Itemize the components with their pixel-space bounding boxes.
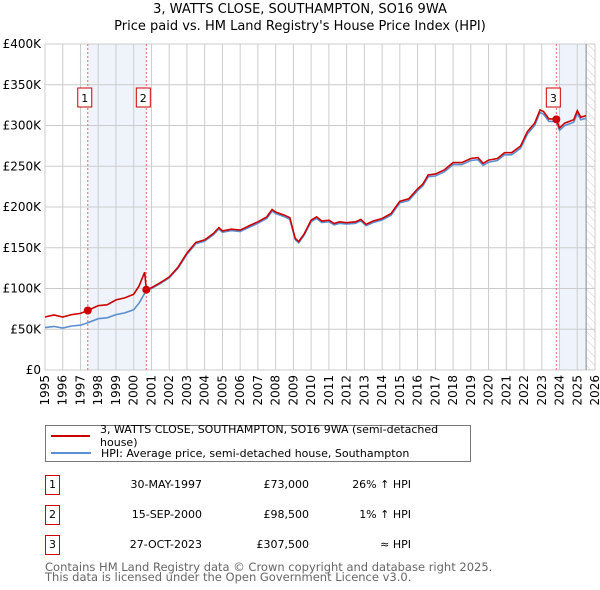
x-tick-label: 2021 <box>499 375 513 406</box>
sale-number: 2 <box>45 505 60 525</box>
x-tick-label: 1999 <box>109 375 123 406</box>
x-tick-label: 2016 <box>411 375 425 406</box>
x-tick-label: 2024 <box>553 375 567 406</box>
y-tick-label: £0 <box>26 363 41 377</box>
legend-line-red <box>51 435 91 437</box>
x-tick-label: 2009 <box>286 375 300 406</box>
legend-item-hpi: HPI: Average price, semi-detached house,… <box>51 445 409 461</box>
x-tick-label: 1998 <box>91 375 105 406</box>
sale-hpi: ≈ HPI <box>380 538 411 551</box>
y-tick-label: £350K <box>3 78 43 92</box>
sale-price: £98,500 <box>263 508 310 521</box>
x-tick-label: 2007 <box>251 375 265 406</box>
footer-licence: This data is licensed under the Open Gov… <box>45 570 412 584</box>
y-tick-label: £400K <box>3 37 43 51</box>
sale-label-box <box>135 87 151 108</box>
x-tick-label: 2005 <box>215 375 229 406</box>
x-tick-label: 2003 <box>180 375 194 406</box>
sale-row: 2 15-SEP-2000 £98,500 1% ↑ HPI <box>45 505 445 525</box>
sale-row: 1 30-MAY-1997 £73,000 26% ↑ HPI <box>45 475 445 495</box>
x-tick-label: 2004 <box>198 375 212 406</box>
y-tick-label: £50K <box>10 322 42 336</box>
legend-label: HPI: Average price, semi-detached house,… <box>101 446 410 460</box>
sale-point <box>83 306 92 315</box>
x-tick-label: 2001 <box>144 375 158 406</box>
legend: 3, WATTS CLOSE, SOUTHAMPTON, SO16 9WA (s… <box>45 423 471 462</box>
chart-subtitle: Price paid vs. HM Land Registry's House … <box>114 19 486 34</box>
y-tick-label: £100K <box>3 282 43 296</box>
sale-date: 30-MAY-1997 <box>130 478 202 491</box>
x-tick-label: 2020 <box>482 375 496 406</box>
x-tick-label: 2026 <box>588 375 600 406</box>
sale-label-box <box>545 87 561 108</box>
sale-number: 1 <box>45 475 60 495</box>
y-tick-label: £200K <box>3 200 43 214</box>
x-tick-label: 2000 <box>127 375 141 406</box>
sale-number: 3 <box>45 535 60 555</box>
sale-hpi: 26% ↑ HPI <box>352 478 411 491</box>
x-tick-label: 2008 <box>269 375 283 406</box>
sale-label: 3 <box>550 92 557 105</box>
x-tick-label: 2014 <box>375 375 389 406</box>
chart-title: 3, WATTS CLOSE, SOUTHAMPTON, SO16 9WA <box>153 2 447 17</box>
legend-item-property: 3, WATTS CLOSE, SOUTHAMPTON, SO16 9WA (s… <box>51 423 470 449</box>
sale-date: 15-SEP-2000 <box>131 508 202 521</box>
x-tick-label: 1995 <box>38 375 52 406</box>
footer-copyright: Contains HM Land Registry data © Crown c… <box>45 560 493 574</box>
x-tick-label: 2018 <box>446 375 460 406</box>
x-tick-label: 1996 <box>56 375 70 406</box>
x-tick-label: 2006 <box>233 375 247 406</box>
legend-line-blue <box>51 452 91 454</box>
price-chart: 1995 1996 1997 1998 1999 2000 2001 2002 2003 2004… <box>3 37 600 406</box>
x-tick-label: 2017 <box>428 375 442 406</box>
sale-date: 27-OCT-2023 <box>129 538 202 551</box>
sale-price: £307,500 <box>256 538 310 551</box>
x-tick-label: 2011 <box>322 375 336 406</box>
sale-label-box <box>77 87 93 108</box>
sale-label: 1 <box>81 92 88 105</box>
y-tick-label: £150K <box>3 241 43 255</box>
x-tick-label: 2015 <box>393 375 407 406</box>
x-tick-label: 2023 <box>535 375 549 406</box>
x-tick-label: 2025 <box>570 375 584 406</box>
x-tick-label: 2022 <box>517 375 531 406</box>
sale-label: 2 <box>140 92 147 105</box>
x-tick-label: 1997 <box>73 375 87 406</box>
sale-hpi: 1% ↑ HPI <box>359 508 411 521</box>
sale-point <box>142 285 151 294</box>
legend-label: 3, WATTS CLOSE, SOUTHAMPTON, SO16 9WA (s… <box>100 423 439 449</box>
sale-row: 3 27-OCT-2023 £307,500 ≈ HPI <box>45 535 445 555</box>
sale-price: £73,000 <box>263 478 310 491</box>
y-tick-label: £250K <box>3 159 43 173</box>
x-tick-label: 2013 <box>357 375 371 406</box>
x-tick-label: 2010 <box>304 375 318 406</box>
x-tick-label: 2019 <box>464 375 478 406</box>
y-tick-label: £300K <box>3 119 43 133</box>
x-tick-label: 2012 <box>340 375 354 406</box>
x-tick-label: 2002 <box>162 375 176 406</box>
sale-point <box>552 115 561 124</box>
